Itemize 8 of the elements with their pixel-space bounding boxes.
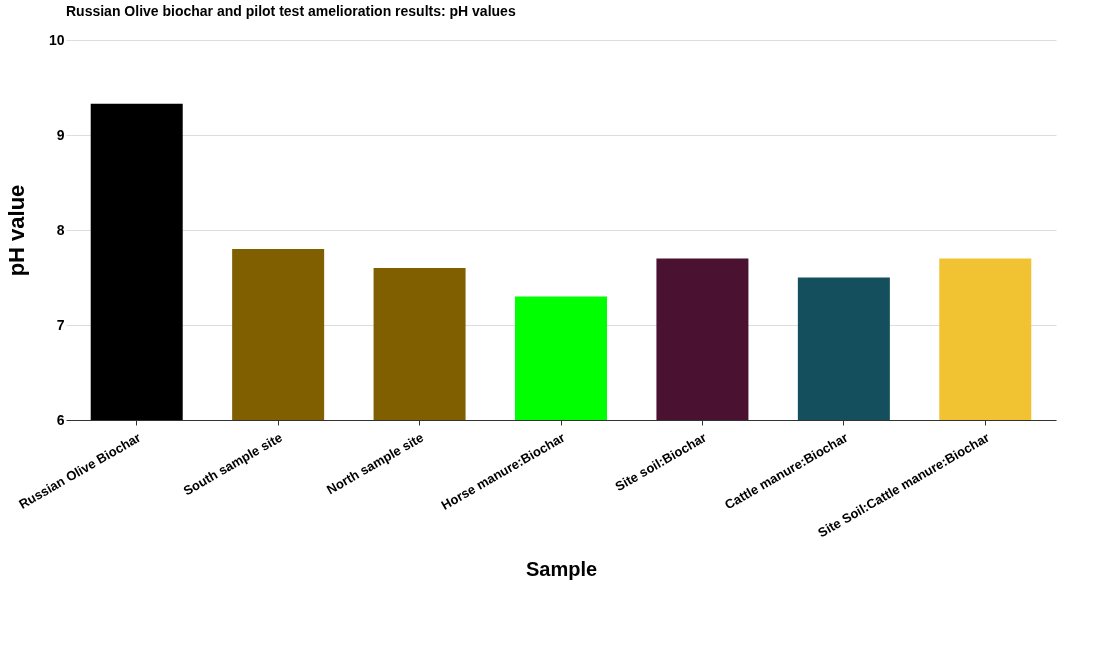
y-tick-label: 8: [56, 221, 65, 238]
y-tick-label: 10: [48, 31, 65, 48]
x-axis-title: Sample: [525, 558, 598, 581]
y-axis-title: pH value: [3, 184, 29, 277]
y-tick-label: 7: [56, 316, 65, 333]
chart-title: Russian Olive biochar and pilot test amelioration results: pH values: [66, 3, 516, 19]
y-tick-label: 6: [56, 411, 65, 428]
y-tick-label: 9: [56, 126, 65, 143]
